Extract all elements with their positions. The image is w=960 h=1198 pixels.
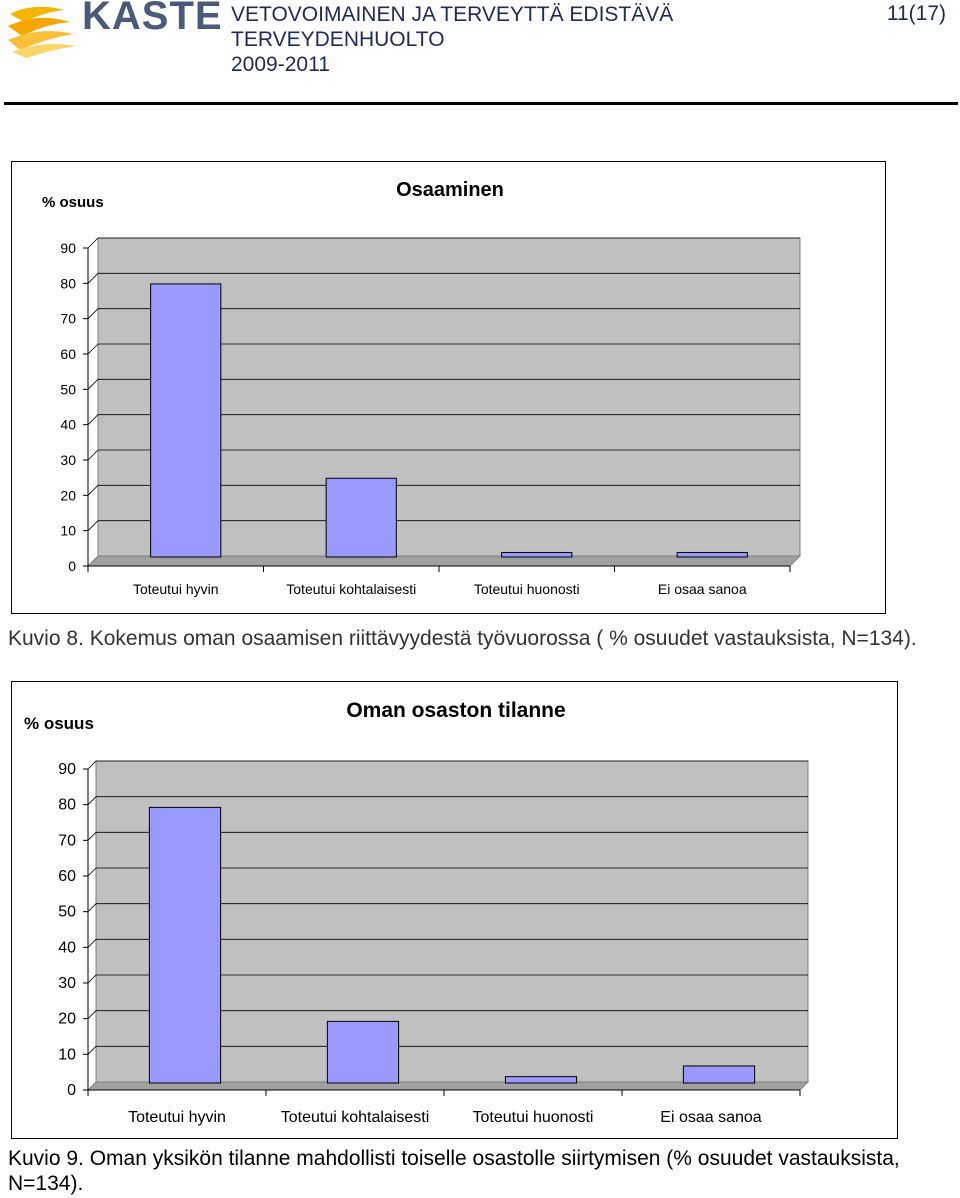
y-tick-label: 0 [68, 558, 76, 574]
gridline [87, 796, 808, 805]
y-tick-label: 80 [58, 797, 76, 814]
y-tick-label: 50 [60, 381, 76, 397]
category-label: Toteutui huonosti [473, 1109, 594, 1126]
y-tick-label: 70 [60, 311, 76, 327]
kaste-logo: KASTE [4, 0, 222, 60]
y-tick-label: 50 [58, 904, 76, 921]
chart-svg: 0 10 20 30 40 50 60 70 80 90 Toteutui hyvin Toteutu… [42, 179, 802, 597]
y-tick-label: 60 [60, 346, 76, 362]
bar [501, 551, 573, 558]
gridline [87, 938, 808, 948]
bar [150, 283, 222, 558]
gridline [87, 520, 800, 531]
gridline [87, 378, 800, 390]
bar [504, 1076, 578, 1084]
y-tick-label: 70 [58, 832, 76, 849]
chart-oman-osaston-tilanne: 0 10 20 30 40 50 60 70 80 90 Toteutui hyvin Toteutu… [11, 681, 898, 1139]
gridline [87, 903, 808, 912]
y-tick-label: 90 [60, 240, 76, 256]
gridline [87, 237, 800, 249]
y-axis-label: % osuus [42, 194, 104, 211]
gridline [87, 484, 800, 496]
title-line: TERVEYDENHUOLTO [231, 28, 445, 51]
page-number: 11(17) [886, 2, 946, 25]
category-label: Toteutui hyvin [128, 1109, 226, 1126]
document-title: VETOVOIMAINEN JA TERVEYTTÄ EDISTÄVÄ TERV… [231, 2, 673, 77]
logo-wave-icon [8, 6, 76, 58]
gridline [87, 1010, 808, 1019]
gridline [87, 831, 808, 841]
bar [682, 1065, 756, 1084]
y-tick-label: 40 [60, 417, 76, 433]
y-axis-label: % osuus [24, 714, 94, 733]
y-tick-label: 30 [58, 975, 76, 992]
bar [325, 477, 397, 558]
y-tick-label: 40 [58, 939, 76, 956]
gridline [87, 414, 800, 425]
category-label: Toteutui hyvin [133, 581, 219, 597]
y-tick-label: 80 [60, 275, 76, 291]
title-line: VETOVOIMAINEN JA TERVEYTTÄ EDISTÄVÄ [231, 3, 674, 26]
category-label: Toteutui huonosti [474, 581, 580, 597]
y-tick-label: 20 [58, 1011, 76, 1028]
y-tick-label: 20 [60, 487, 76, 503]
page-header: KASTE VETOVOIMAINEN JA TERVEYTTÄ EDISTÄV… [0, 0, 960, 108]
gridline [87, 449, 800, 461]
category-label: Ei osaa sanoa [660, 1109, 762, 1126]
logo-text: KASTE [82, 0, 223, 38]
category-label: Ei osaa sanoa [658, 581, 747, 597]
bar [676, 551, 748, 558]
bar [148, 806, 222, 1084]
chart-osaaminen: 0 10 20 30 40 50 60 70 80 90 Toteutui hyvin Toteutu… [11, 161, 886, 614]
gridline [87, 1045, 808, 1055]
gridline [87, 760, 808, 770]
gridline [87, 308, 800, 319]
y-tick-label: 0 [67, 1082, 76, 1099]
figure-caption: Kuvio 9. Oman yksikön tilanne mahdollist… [8, 1147, 900, 1195]
figure-caption: Kuvio 8. Kokemus oman osaamisen riittävy… [8, 627, 917, 650]
y-tick-label: 90 [58, 761, 76, 778]
chart-title: Oman osaston tilanne [346, 699, 565, 722]
chart-title: Osaaminen [396, 179, 504, 201]
gridline [87, 974, 808, 984]
gridline [87, 343, 800, 355]
category-label: Toteutui kohtalaisesti [286, 581, 416, 597]
header-rule [4, 102, 958, 105]
y-tick-label: 10 [60, 523, 76, 539]
category-label: Toteutui kohtalaisesti [281, 1109, 430, 1126]
title-line: 2009-2011 [231, 53, 330, 76]
y-tick-label: 10 [58, 1046, 76, 1063]
y-tick-label: 60 [58, 868, 76, 885]
bar [326, 1020, 400, 1084]
y-tick-label: 30 [60, 452, 76, 468]
chart-svg: 0 10 20 30 40 50 60 70 80 90 Toteutui hyvin Toteutu… [24, 699, 810, 1126]
gridline [87, 867, 808, 877]
gridline [87, 272, 800, 284]
